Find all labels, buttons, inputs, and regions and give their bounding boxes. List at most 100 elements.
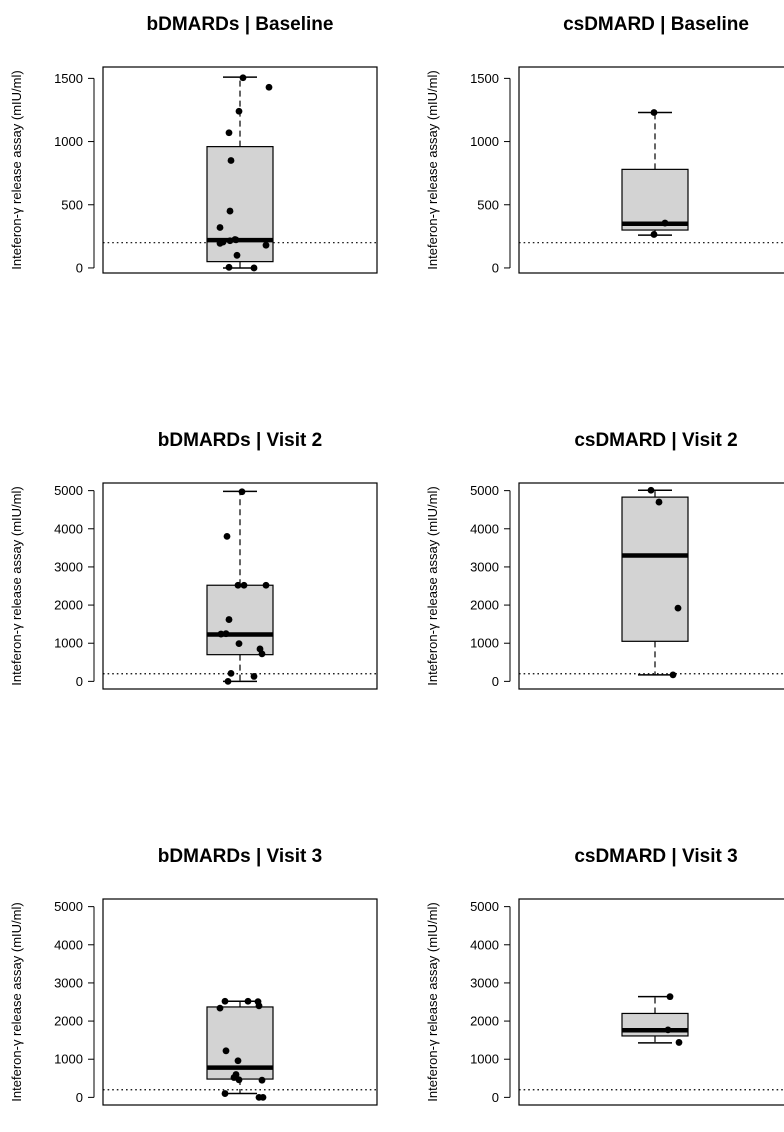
y-tick-label: 1000 — [470, 134, 499, 149]
chart-title: bDMARDs | Visit 3 — [158, 846, 322, 867]
plot-frame — [102, 66, 378, 274]
data-point — [240, 581, 248, 589]
data-point — [223, 533, 231, 540]
y-tick-label: 2000 — [470, 1014, 499, 1029]
data-point — [235, 1076, 243, 1084]
plot-frame — [518, 66, 784, 274]
data-point — [250, 673, 258, 680]
plot-frame — [102, 482, 378, 690]
y-tick-label: 2000 — [54, 1014, 83, 1029]
iqr-box — [621, 168, 689, 231]
data-point — [234, 1057, 242, 1065]
data-point — [221, 1090, 229, 1097]
data-point — [235, 107, 243, 115]
chart-title: csDMARD | Visit 3 — [574, 846, 737, 867]
data-point — [225, 616, 233, 623]
iqr-box — [621, 1012, 689, 1037]
data-point — [222, 630, 230, 638]
data-point — [216, 224, 224, 231]
y-tick-label: 4000 — [54, 521, 83, 536]
data-point — [666, 993, 674, 1001]
y-tick-label: 0 — [492, 1090, 499, 1105]
y-tick-label: 1000 — [54, 1052, 83, 1067]
data-point — [226, 237, 234, 245]
chart-panel-3: bDMARDs | Visit 2 Inteferon-γ release ass… — [9, 430, 378, 690]
chart-panel-6: csDMARD | Visit 3 Inteferon-γ release ass… — [425, 846, 784, 1106]
y-tick-label: 1000 — [54, 636, 83, 651]
data-point — [232, 236, 240, 244]
y-tick-label: 4000 — [54, 937, 83, 952]
data-point — [238, 488, 246, 496]
data-point — [655, 498, 663, 506]
data-point — [265, 83, 273, 91]
y-tick-label: 5000 — [470, 483, 499, 498]
y-tick-label: 4000 — [470, 937, 499, 952]
data-point — [258, 1076, 266, 1084]
y-tick-label: 3000 — [470, 559, 499, 574]
data-point — [262, 241, 270, 249]
data-point — [233, 251, 241, 259]
data-point — [650, 109, 658, 116]
data-point — [664, 1026, 672, 1034]
data-point — [650, 231, 658, 238]
y-tick-label: 0 — [492, 260, 499, 275]
y-axis-label: Inteferon-γ release assay (mIU/ml) — [9, 70, 24, 269]
chart-panel-1: bDMARDs | Baseline Inteferon-γ release as… — [9, 14, 378, 275]
y-tick-label: 1000 — [470, 636, 499, 651]
data-point — [239, 74, 247, 82]
plot-frame — [518, 482, 784, 690]
plot-frame — [102, 898, 378, 1106]
y-tick-label: 0 — [76, 260, 83, 275]
y-tick-label: 500 — [477, 197, 499, 212]
data-point — [216, 1004, 224, 1012]
data-point — [258, 650, 266, 658]
chart-title: csDMARD | Visit 2 — [574, 430, 737, 451]
y-tick-label: 3000 — [54, 559, 83, 574]
data-point — [226, 207, 234, 215]
y-axis-label: Inteferon-γ release assay (mIU/ml) — [9, 902, 24, 1101]
y-tick-label: 0 — [76, 674, 83, 689]
y-tick-label: 1000 — [470, 1052, 499, 1067]
data-point — [216, 239, 224, 247]
y-axis-label: Inteferon-γ release assay (mIU/ml) — [425, 486, 440, 685]
data-point — [224, 677, 232, 685]
y-axis-label: Inteferon-γ release assay (mIU/ml) — [9, 486, 24, 685]
y-tick-label: 3000 — [54, 975, 83, 990]
data-point — [225, 129, 233, 137]
y-tick-label: 0 — [76, 1090, 83, 1105]
iqr-box — [621, 496, 689, 642]
data-point — [262, 581, 270, 589]
chart-title: bDMARDs | Baseline — [147, 14, 334, 35]
data-point — [647, 486, 655, 494]
y-tick-label: 3000 — [470, 975, 499, 990]
y-tick-label: 4000 — [470, 521, 499, 536]
plot-frame — [518, 898, 784, 1106]
y-tick-label: 5000 — [54, 483, 83, 498]
data-point — [250, 264, 258, 272]
data-point — [221, 997, 229, 1005]
data-point — [217, 630, 225, 638]
data-point — [227, 669, 235, 677]
data-point — [674, 604, 682, 612]
data-point — [235, 640, 243, 648]
data-point — [222, 1047, 230, 1055]
y-tick-label: 2000 — [470, 598, 499, 613]
data-point — [255, 1002, 263, 1010]
data-point — [244, 997, 252, 1005]
y-tick-label: 1500 — [470, 71, 499, 86]
chart-panel-4: csDMARD | Visit 2 Inteferon-γ release ass… — [425, 430, 784, 690]
y-tick-label: 5000 — [470, 899, 499, 914]
y-tick-label: 0 — [492, 674, 499, 689]
data-point — [661, 219, 669, 227]
y-tick-label: 1500 — [54, 71, 83, 86]
chart-panel-2: csDMARD | Baseline Inteferon-γ release as… — [425, 14, 784, 275]
chart-panel-5: bDMARDs | Visit 3 Inteferon-γ release ass… — [9, 846, 378, 1106]
y-tick-label: 1000 — [54, 134, 83, 149]
chart-title: bDMARDs | Visit 2 — [158, 430, 322, 451]
y-tick-label: 500 — [61, 197, 83, 212]
data-point — [675, 1039, 683, 1046]
data-point — [234, 581, 242, 589]
data-point — [259, 1093, 267, 1101]
y-tick-label: 5000 — [54, 899, 83, 914]
